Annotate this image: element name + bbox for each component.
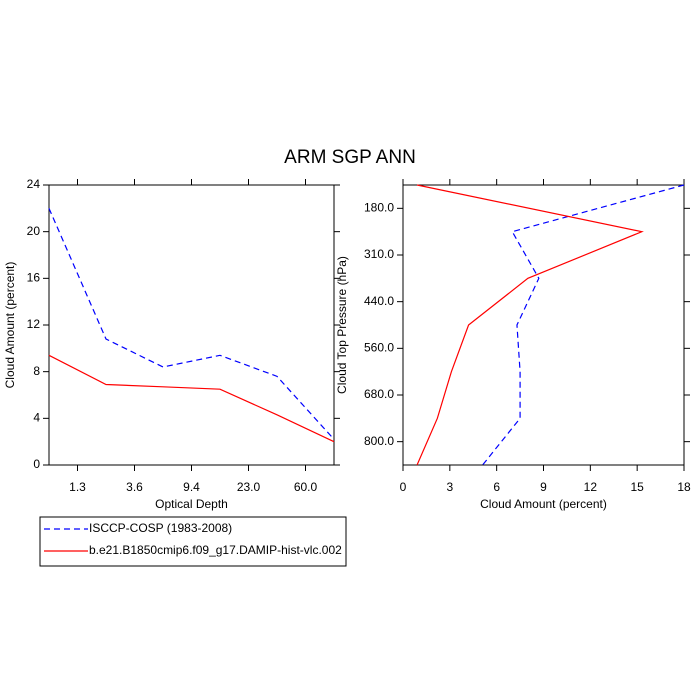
y-tick-label: 20 <box>27 224 41 238</box>
legend-label: b.e21.B1850cmip6.f09_g17.DAMIP-hist-vlc.… <box>89 543 342 557</box>
y-tick-label: 800.0 <box>364 434 394 448</box>
legend-box <box>39 516 347 567</box>
x-tick-label: 60.0 <box>294 480 318 494</box>
y-tick-label: 8 <box>33 364 40 378</box>
y-tick-label: 440.0 <box>364 294 394 308</box>
series-line <box>48 354 335 443</box>
y-tick-label: 180.0 <box>364 201 394 215</box>
chart-title: ARM SGP ANN <box>284 147 416 168</box>
x-tick-label: 6 <box>493 480 500 494</box>
x-axis-label: Optical Depth <box>155 497 228 511</box>
x-tick-label: 3.6 <box>126 480 143 494</box>
x-tick-label: 9 <box>540 480 547 494</box>
y-tick-label: 16 <box>27 271 41 285</box>
series-line <box>416 184 644 466</box>
series-line <box>48 208 335 440</box>
x-tick-label: 15 <box>630 480 644 494</box>
y-tick-label: 680.0 <box>364 387 394 401</box>
y-tick-label: 560.0 <box>364 341 394 355</box>
y-tick-label: 12 <box>27 317 41 331</box>
x-tick-label: 9.4 <box>183 480 200 494</box>
y-tick-label: 310.0 <box>364 247 394 261</box>
legend-label: ISCCP-COSP (1983-2008) <box>89 521 232 535</box>
y-axis-label: Cloud Amount (percent) <box>3 262 17 389</box>
x-tick-label: 23.0 <box>237 480 261 494</box>
y-tick-label: 0 <box>33 457 40 471</box>
y-tick-label: 4 <box>33 411 40 425</box>
x-tick-label: 3 <box>446 480 453 494</box>
y-tick-label: 24 <box>27 177 41 191</box>
x-tick-label: 1.3 <box>69 480 86 494</box>
series-line <box>482 184 685 466</box>
x-axis-label: Cloud Amount (percent) <box>480 497 607 511</box>
x-tick-label: 12 <box>584 480 598 494</box>
x-tick-label: 18 <box>677 480 691 494</box>
x-tick-label: 0 <box>400 480 407 494</box>
y-axis-label: Cloud Top Pressure (hPa) <box>335 256 349 394</box>
